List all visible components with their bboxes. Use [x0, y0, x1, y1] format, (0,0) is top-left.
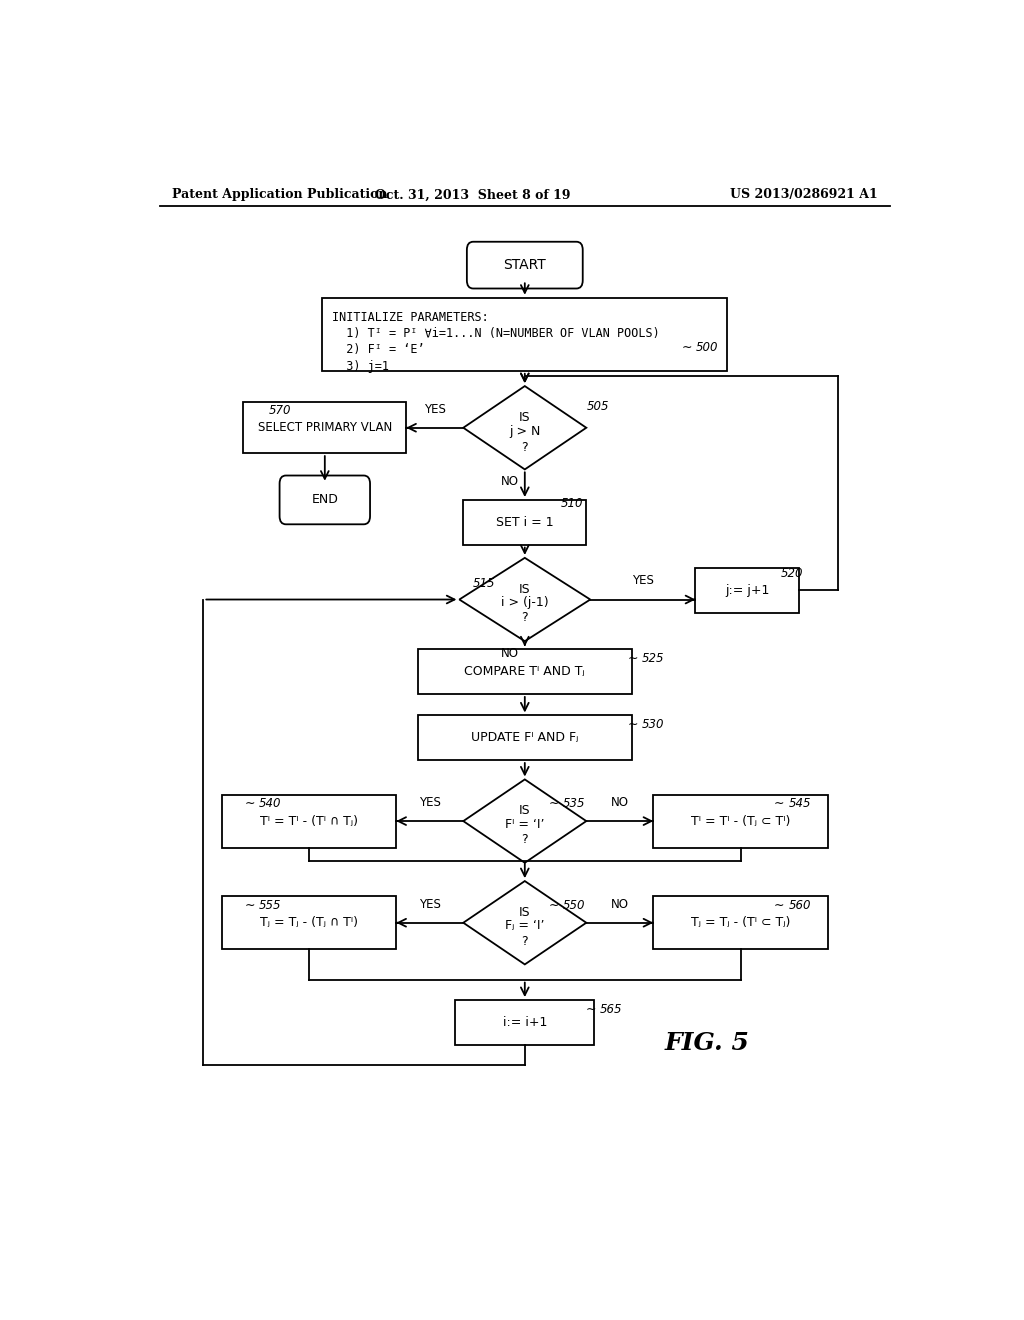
Polygon shape [463, 779, 587, 863]
Text: ∼: ∼ [628, 652, 638, 665]
Bar [418, 649, 632, 694]
Text: ∼: ∼ [549, 797, 559, 810]
Text: i:= i+1: i:= i+1 [503, 1016, 547, 1028]
Text: ?: ? [521, 611, 528, 624]
Text: j:= j+1: j:= j+1 [725, 583, 769, 597]
Text: NO: NO [611, 796, 629, 809]
Bar [323, 297, 727, 371]
FancyBboxPatch shape [467, 242, 583, 289]
Bar [456, 1001, 594, 1044]
Text: Tᴵ = Tᴵ - (Tᴵ ∩ Tⱼ): Tᴵ = Tᴵ - (Tᴵ ∩ Tⱼ) [260, 814, 358, 828]
Bar [418, 715, 632, 760]
Text: NO: NO [501, 647, 518, 660]
Bar [653, 896, 828, 949]
FancyBboxPatch shape [280, 475, 370, 524]
Text: 3) j=1: 3) j=1 [332, 359, 389, 372]
Text: Patent Application Publication: Patent Application Publication [172, 189, 387, 202]
Text: 535: 535 [563, 797, 586, 810]
Text: 550: 550 [563, 899, 586, 912]
Text: NO: NO [501, 475, 518, 488]
Text: START: START [504, 259, 546, 272]
Bar [221, 896, 396, 949]
Text: ∼: ∼ [628, 718, 638, 731]
Text: j > N: j > N [509, 425, 541, 438]
Text: Fᴵ = ‘I’: Fᴵ = ‘I’ [505, 817, 545, 830]
Text: 505: 505 [587, 400, 609, 413]
Text: ∼: ∼ [682, 341, 692, 354]
Text: 1) Tᴵ = Pᴵ ∀i=1...N (N=NUMBER OF VLAN POOLS): 1) Tᴵ = Pᴵ ∀i=1...N (N=NUMBER OF VLAN PO… [332, 327, 659, 341]
Text: 500: 500 [696, 341, 719, 354]
Bar [244, 403, 407, 453]
Text: YES: YES [419, 796, 440, 809]
Bar [221, 795, 396, 847]
Text: INITIALIZE PARAMETERS:: INITIALIZE PARAMETERS: [332, 312, 488, 323]
Text: SET i = 1: SET i = 1 [496, 516, 554, 529]
Text: FIG. 5: FIG. 5 [665, 1031, 750, 1055]
Text: 525: 525 [642, 652, 665, 665]
Text: US 2013/0286921 A1: US 2013/0286921 A1 [730, 189, 878, 202]
Text: 540: 540 [259, 797, 282, 810]
Text: 2) Fᴵ = ‘E’: 2) Fᴵ = ‘E’ [332, 343, 425, 356]
Text: 555: 555 [259, 899, 282, 912]
Text: ?: ? [521, 935, 528, 948]
Bar [695, 568, 799, 612]
Text: ∼: ∼ [245, 899, 255, 912]
Text: Tⱼ = Tⱼ - (Tⱼ ∩ Tᴵ): Tⱼ = Tⱼ - (Tⱼ ∩ Tᴵ) [260, 916, 358, 929]
Text: 560: 560 [788, 899, 811, 912]
Text: 520: 520 [780, 566, 803, 579]
Text: 510: 510 [560, 498, 583, 511]
Text: COMPARE Tᴵ AND Tⱼ: COMPARE Tᴵ AND Tⱼ [465, 665, 585, 678]
Text: ∼: ∼ [774, 797, 784, 810]
Text: SELECT PRIMARY VLAN: SELECT PRIMARY VLAN [258, 421, 392, 434]
Text: Fⱼ = ‘I’: Fⱼ = ‘I’ [505, 919, 545, 932]
Text: ∼: ∼ [774, 899, 784, 912]
Text: YES: YES [632, 574, 653, 587]
Text: ∼: ∼ [245, 797, 255, 810]
Text: ?: ? [521, 833, 528, 846]
Bar [653, 795, 828, 847]
Text: YES: YES [424, 403, 445, 416]
Polygon shape [463, 385, 587, 470]
Text: Tᴵ = Tᴵ - (Tⱼ ⊂ Tᴵ): Tᴵ = Tᴵ - (Tⱼ ⊂ Tᴵ) [691, 814, 791, 828]
Text: 565: 565 [600, 1003, 623, 1015]
Polygon shape [463, 880, 587, 965]
Text: NO: NO [611, 898, 629, 911]
Text: 530: 530 [642, 718, 665, 731]
Polygon shape [460, 558, 590, 642]
Text: IS: IS [519, 906, 530, 919]
Text: 545: 545 [788, 797, 811, 810]
Text: IS: IS [519, 583, 530, 595]
Text: ∼: ∼ [549, 899, 559, 912]
Text: 515: 515 [473, 577, 496, 590]
Text: ∼: ∼ [586, 1003, 596, 1015]
Bar [463, 500, 587, 545]
Text: 570: 570 [269, 404, 292, 417]
Text: END: END [311, 494, 338, 507]
Text: IS: IS [519, 411, 530, 424]
Text: YES: YES [419, 898, 440, 911]
Text: IS: IS [519, 804, 530, 817]
Text: Oct. 31, 2013  Sheet 8 of 19: Oct. 31, 2013 Sheet 8 of 19 [376, 189, 571, 202]
Text: ?: ? [521, 441, 528, 454]
Text: UPDATE Fᴵ AND Fⱼ: UPDATE Fᴵ AND Fⱼ [471, 731, 579, 744]
Text: i > (j-1): i > (j-1) [501, 597, 549, 609]
Text: Tⱼ = Tⱼ - (Tᴵ ⊂ Tⱼ): Tⱼ = Tⱼ - (Tᴵ ⊂ Tⱼ) [691, 916, 791, 929]
